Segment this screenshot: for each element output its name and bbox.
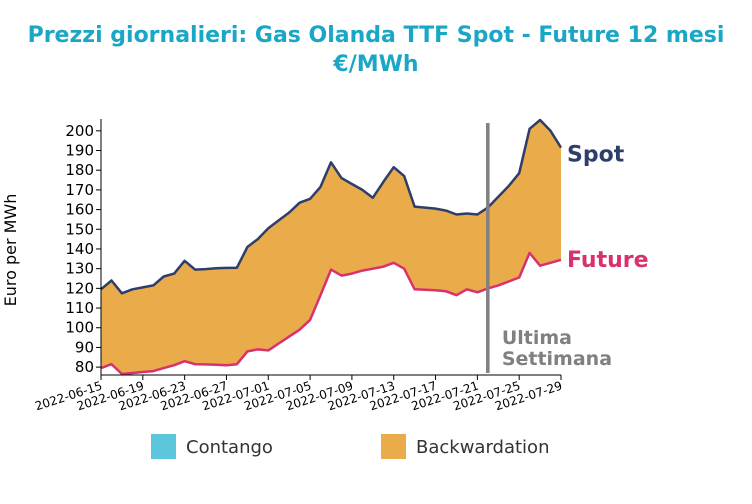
y-tick-label: 110 — [65, 299, 94, 317]
chart-subtitle: €/MWh — [333, 52, 419, 77]
y-tick-label: 90 — [75, 338, 94, 356]
last-week-annotation: Settimana — [502, 348, 612, 370]
y-tick-label: 120 — [65, 279, 94, 297]
legend-label-contango: Contango — [186, 437, 273, 458]
legend-swatch-contango — [151, 434, 176, 459]
y-tick-label: 100 — [65, 319, 94, 337]
y-tick-label: 150 — [65, 220, 94, 238]
y-tick-label: 140 — [65, 240, 94, 258]
backwardation-area — [101, 120, 561, 374]
future-line — [100, 251, 562, 376]
y-tick-label: 190 — [65, 142, 94, 160]
y-tick-label: 130 — [65, 260, 94, 278]
spot-series-label: Spot — [567, 143, 625, 168]
y-tick-label: 180 — [65, 161, 94, 179]
legend-swatch-backwardation — [381, 434, 406, 459]
y-tick-label: 200 — [65, 122, 94, 140]
spot-line — [100, 118, 563, 295]
chart-title: Prezzi giornalieri: Gas Olanda TTF Spot … — [27, 23, 725, 48]
y-tick-label: 170 — [65, 181, 94, 199]
future-series-label: Future — [567, 248, 649, 273]
last-week-annotation: Ultima — [502, 327, 572, 349]
y-axis-label: Euro per MWh — [1, 194, 20, 307]
legend-label-backwardation: Backwardation — [416, 437, 549, 458]
y-tick-label: 160 — [65, 201, 94, 219]
y-tick-label: 80 — [75, 358, 94, 376]
